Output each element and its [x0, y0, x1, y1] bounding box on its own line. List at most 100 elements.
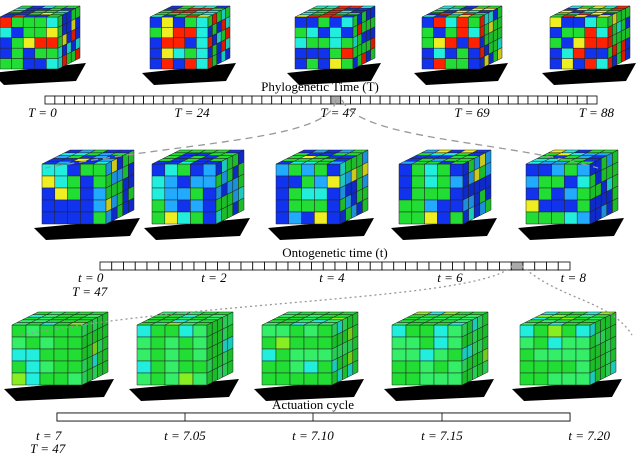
voxel [317, 336, 333, 350]
shade [340, 150, 368, 224]
voxel [161, 47, 174, 59]
time-label: T = 88 [579, 105, 615, 120]
timeline-cell [241, 95, 253, 105]
timeline-cell [264, 261, 277, 271]
voxel [289, 348, 305, 362]
voxel [610, 359, 617, 375]
voxel [405, 360, 421, 374]
timeline-cell [576, 95, 588, 105]
voxel [227, 359, 234, 375]
voxel [177, 199, 191, 213]
voxel [411, 175, 425, 189]
timeline-cell [463, 261, 477, 271]
voxel [80, 211, 94, 225]
timeline-cell [275, 261, 289, 271]
voxel [92, 211, 107, 225]
voxel [306, 37, 319, 49]
shadow [512, 379, 622, 401]
voxel [538, 211, 552, 225]
voxel [196, 37, 209, 49]
voxel [525, 199, 540, 213]
voxel [34, 16, 47, 28]
timeline-cell [350, 95, 361, 105]
zoom-line [341, 99, 599, 169]
voxel [317, 372, 333, 386]
timeline-cell [510, 261, 524, 271]
voxel [575, 360, 591, 374]
voxel [533, 324, 549, 338]
voxel [468, 47, 481, 59]
voxel [551, 163, 565, 177]
voxel [289, 324, 305, 338]
zoom-line [521, 265, 633, 336]
timeline-cell [468, 95, 480, 105]
voxel [53, 336, 69, 350]
timeline-cell [170, 261, 183, 271]
timeline-cell [251, 95, 263, 105]
timeline-cell [452, 261, 465, 271]
voxel [34, 27, 47, 39]
timeline-cell [487, 261, 500, 271]
voxel [172, 47, 186, 59]
voxel [150, 348, 166, 362]
voxel [575, 348, 591, 362]
voxel [303, 372, 319, 386]
voxel [202, 163, 217, 177]
timeline-cell [217, 261, 230, 271]
timeline-cell [291, 95, 302, 105]
voxel [421, 37, 434, 49]
voxel [424, 175, 438, 189]
voxel [391, 348, 407, 362]
timeline-cell [300, 95, 312, 105]
shadow [268, 218, 374, 240]
voxel [549, 58, 562, 70]
voxel [329, 16, 342, 28]
voxel [447, 348, 463, 362]
voxel [525, 211, 540, 225]
voxel [596, 37, 609, 49]
voxel [151, 187, 166, 201]
timeline-title: Ontogenetic time (t) [282, 245, 387, 260]
voxel [41, 199, 56, 213]
voxel [301, 211, 315, 225]
voxel [538, 187, 552, 201]
voxel [424, 211, 438, 225]
voxel [564, 187, 578, 201]
timeline-cell [419, 95, 430, 105]
voxel [575, 372, 591, 386]
voxel [164, 199, 178, 213]
timeline-cell [64, 95, 75, 105]
voxel [572, 47, 586, 59]
voxel [184, 37, 197, 49]
voxel [39, 336, 55, 350]
voxel [161, 16, 174, 28]
shade [590, 150, 618, 224]
voxel [456, 58, 469, 70]
voxel [444, 58, 458, 70]
timeline-cell [99, 261, 113, 271]
shade [608, 6, 630, 69]
voxel [326, 211, 341, 225]
voxel [261, 348, 277, 362]
timeline-cell [393, 261, 406, 271]
voxel [419, 348, 435, 362]
timeline-cell [287, 261, 301, 271]
timeline-cell [271, 95, 282, 105]
voxel [275, 336, 291, 350]
timeline-cell [399, 95, 411, 105]
voxel [613, 5, 631, 9]
voxel [306, 27, 319, 39]
timeline-cell [567, 95, 578, 105]
voxel [576, 199, 591, 213]
voxel [301, 199, 315, 213]
timeline-cell [182, 95, 194, 105]
timeline-cell [44, 95, 56, 105]
voxel [482, 359, 489, 375]
voxel [25, 336, 41, 350]
voxel [46, 37, 59, 49]
voxel [25, 348, 41, 362]
voxel [275, 211, 290, 225]
voxel [561, 37, 574, 49]
voxel [575, 324, 591, 338]
voxel [485, 5, 503, 9]
